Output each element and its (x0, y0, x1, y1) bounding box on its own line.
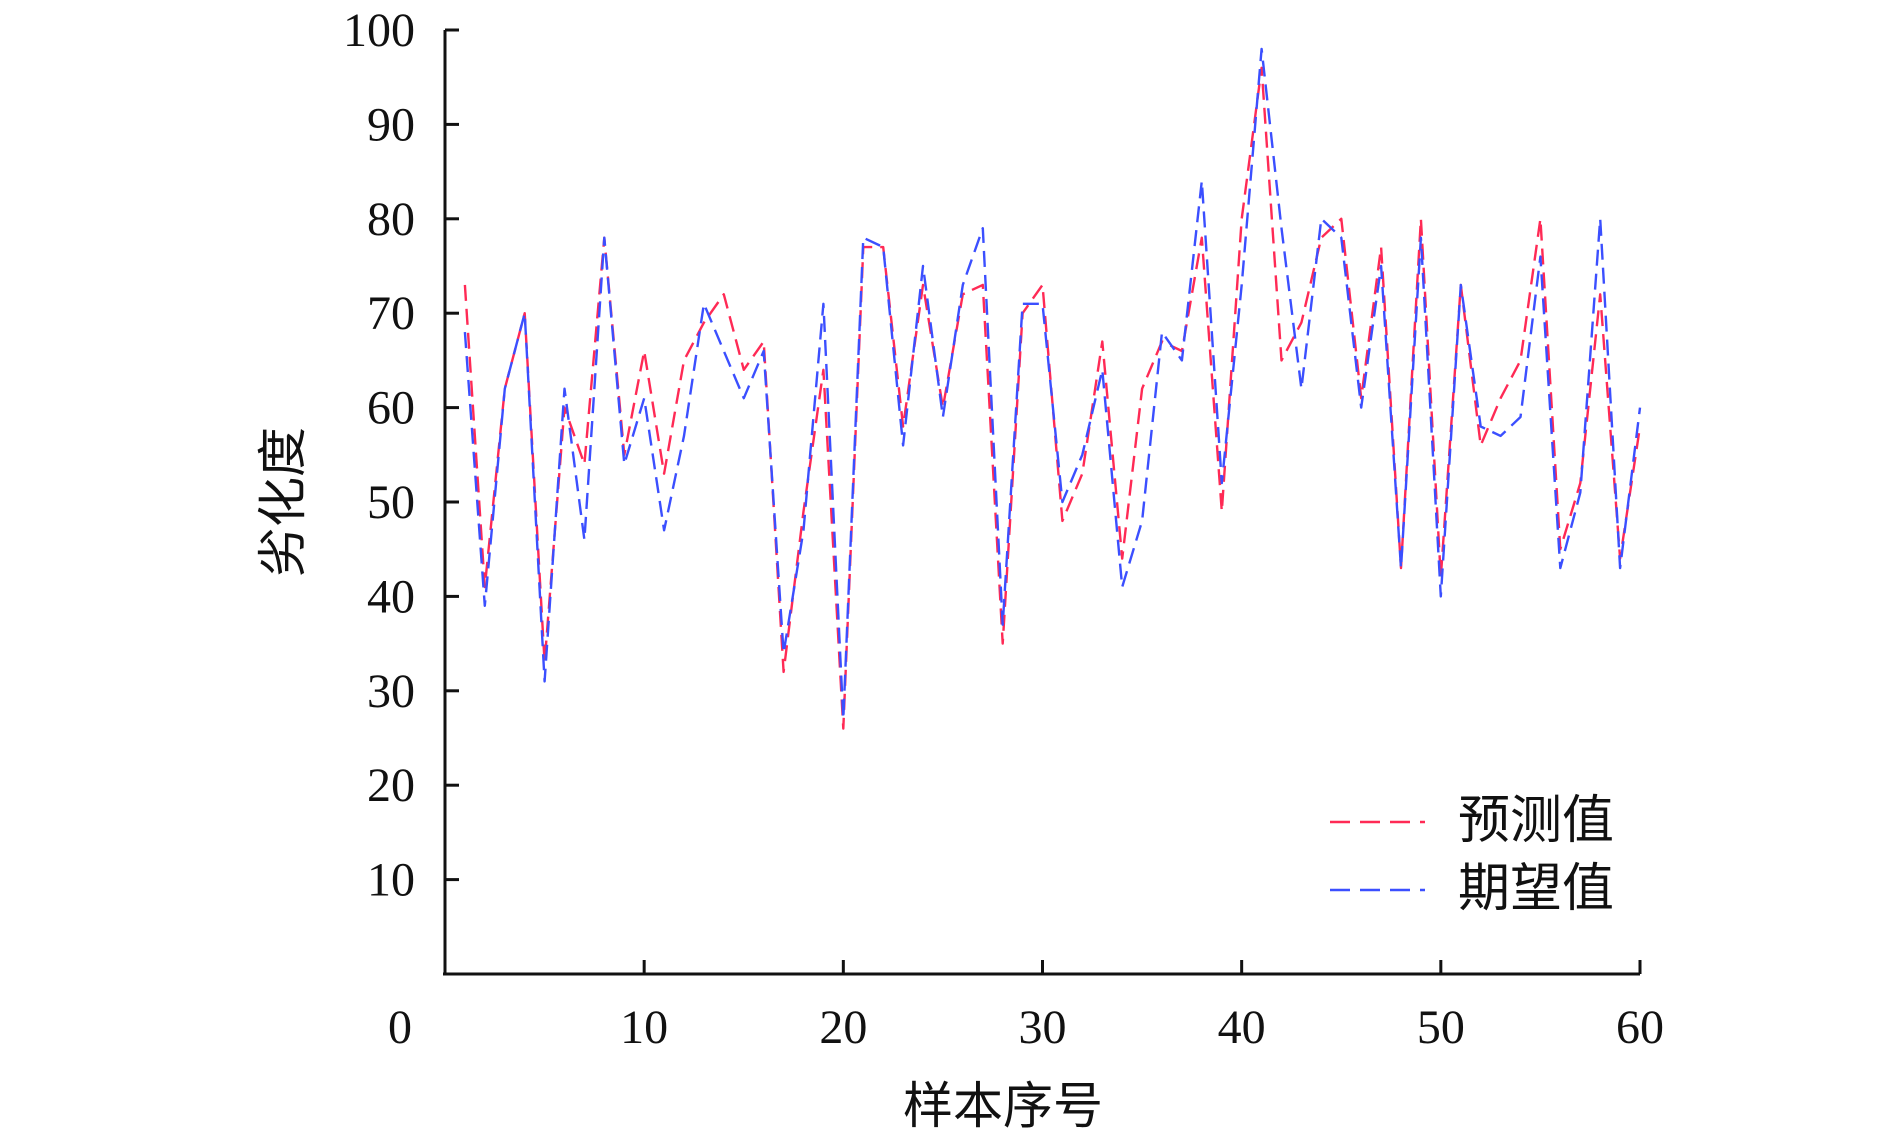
y-tick-label: 50 (367, 476, 415, 529)
y-axis-title: 劣化度 (255, 427, 311, 577)
y-ticks: 10 20 30 40 50 60 70 80 90 100 (343, 4, 459, 907)
y-tick-label: 90 (367, 98, 415, 151)
legend-label-predicted: 预测值 (1458, 793, 1614, 850)
y-tick-label: 20 (367, 759, 415, 812)
y-tick-label: 80 (367, 193, 415, 246)
x-ticks: 0 10 20 30 40 50 60 (388, 960, 1664, 1054)
legend: 预测值 期望值 (1330, 793, 1614, 918)
x-tick-label: 20 (819, 1001, 867, 1054)
x-tick-label: 0 (388, 1001, 412, 1054)
series-line-predicted (463, 66, 1642, 730)
x-tick-label: 40 (1218, 1001, 1266, 1054)
series-layer (463, 47, 1642, 730)
y-tick-label: 100 (343, 4, 415, 57)
x-tick-label: 50 (1417, 1001, 1465, 1054)
y-tick-label: 60 (367, 382, 415, 435)
series-line-expected (463, 47, 1642, 721)
y-tick-label: 70 (367, 287, 415, 340)
x-tick-label: 10 (620, 1001, 668, 1054)
y-tick-label: 40 (367, 570, 415, 623)
y-tick-label: 10 (367, 854, 415, 907)
y-tick-label: 30 (367, 665, 415, 718)
x-axis-title: 样本序号 (903, 1078, 1103, 1129)
legend-label-expected: 期望值 (1458, 861, 1614, 918)
x-tick-label: 60 (1616, 1001, 1664, 1054)
x-tick-label: 30 (1019, 1001, 1067, 1054)
